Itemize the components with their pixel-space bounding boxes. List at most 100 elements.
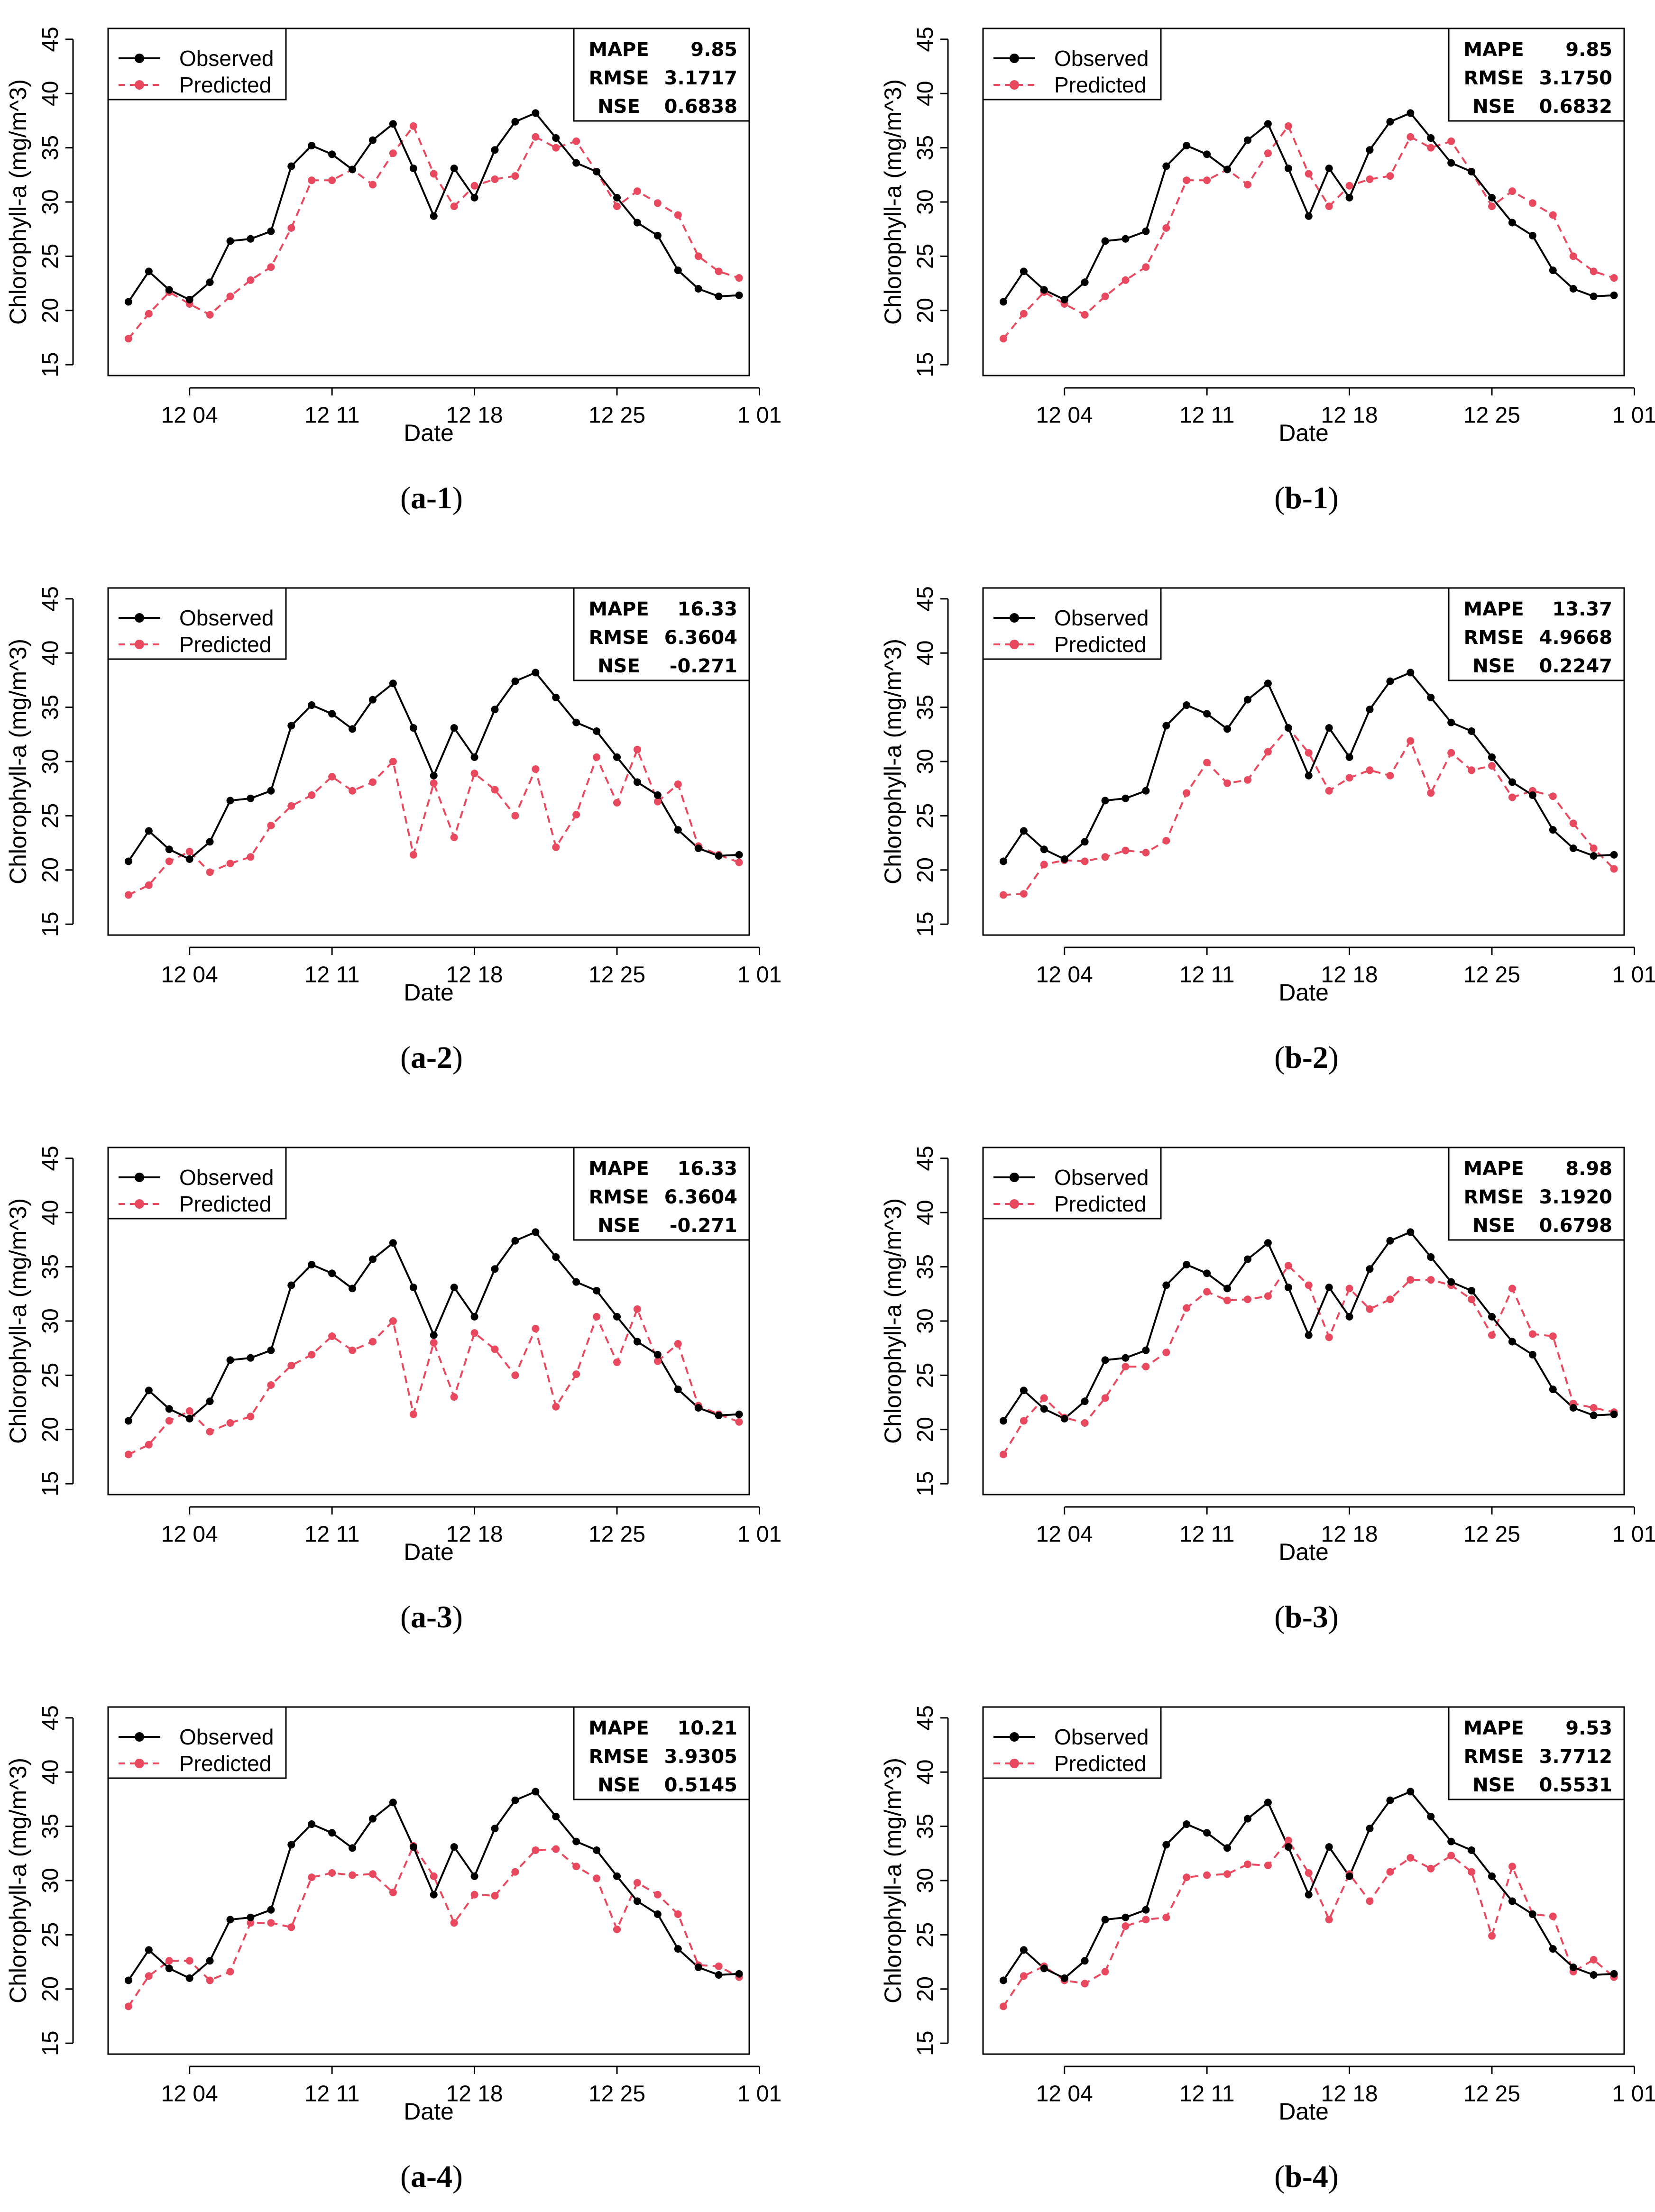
observed-point xyxy=(1325,1843,1333,1851)
y-tick-label: 45 xyxy=(913,1705,938,1730)
y-tick-label: 35 xyxy=(913,1254,938,1279)
observed-point xyxy=(389,120,397,128)
observed-point xyxy=(206,838,214,846)
legend-predicted-marker xyxy=(135,640,144,649)
stats-box xyxy=(1448,1706,1625,1800)
stat-value-mape: 10.21 xyxy=(677,1717,737,1739)
observed-point xyxy=(694,285,702,293)
observed-point xyxy=(552,134,560,142)
stat-value-mape: 8.98 xyxy=(1565,1158,1612,1180)
legend-observed-marker xyxy=(1010,1173,1019,1182)
predicted-point xyxy=(287,1923,295,1931)
observed-point xyxy=(185,1414,193,1423)
observed-point xyxy=(247,1913,255,1921)
predicted-point xyxy=(1407,133,1415,141)
observed-point xyxy=(1264,1239,1272,1247)
observed-line xyxy=(1002,111,1614,303)
predicted-point xyxy=(1122,276,1130,284)
y-tick-label: 40 xyxy=(38,81,63,106)
y-tick-label: 15 xyxy=(913,352,938,377)
predicted-point xyxy=(1305,1869,1313,1877)
predicted-point xyxy=(1081,1980,1089,1988)
x-tick-label: 1 01 xyxy=(737,2082,782,2107)
predicted-point xyxy=(1549,792,1557,800)
stat-value-mape: 9.53 xyxy=(1565,1717,1612,1739)
observed-point xyxy=(491,146,499,154)
legend-predicted-marker xyxy=(135,1199,144,1209)
observed-point xyxy=(1345,1872,1353,1880)
predicted-point xyxy=(450,1919,458,1927)
panel-caption: (a-4) xyxy=(400,2159,463,2194)
observed-line xyxy=(128,1230,739,1422)
predicted-point xyxy=(999,891,1007,899)
plot-frame xyxy=(107,28,750,376)
predicted-point xyxy=(552,1403,560,1411)
x-tick-label: 12 18 xyxy=(446,1522,503,1547)
legend-predicted-marker xyxy=(1010,80,1019,90)
observed-point xyxy=(1284,724,1292,732)
predicted-point xyxy=(491,175,499,183)
observed-point xyxy=(735,291,743,299)
predicted-point xyxy=(430,170,438,178)
observed-point xyxy=(613,1313,621,1321)
legend-observed-marker xyxy=(1010,54,1019,63)
predicted-point xyxy=(1325,787,1333,795)
observed-point xyxy=(572,1278,580,1286)
predicted-point xyxy=(1223,1296,1232,1304)
observed-point xyxy=(349,1285,357,1293)
predicted-point xyxy=(206,868,214,876)
predicted-point xyxy=(1508,793,1516,801)
predicted-point xyxy=(1508,1285,1516,1293)
observed-point xyxy=(287,162,295,170)
observed-point xyxy=(1284,165,1292,173)
panel-caption: (a-2) xyxy=(400,1040,463,1075)
observed-point xyxy=(185,855,193,863)
predicted-point xyxy=(1223,779,1232,787)
observed-point xyxy=(1101,797,1109,805)
predicted-point xyxy=(328,1332,336,1340)
predicted-point xyxy=(368,778,377,786)
plot-frame xyxy=(982,587,1625,936)
observed-point xyxy=(633,1897,641,1905)
predicted-point xyxy=(1162,224,1170,232)
y-tick-label: 40 xyxy=(913,641,938,666)
observed-point xyxy=(552,1813,560,1821)
legend-predicted-marker xyxy=(135,1759,144,1768)
predicted-point xyxy=(1528,199,1536,207)
observed-point xyxy=(1366,1825,1374,1833)
stat-value-mape: 16.33 xyxy=(677,598,737,620)
stat-label-mape: MAPE xyxy=(1463,598,1524,620)
observed-point xyxy=(145,1946,153,1954)
y-tick-label: 25 xyxy=(38,244,63,269)
plot-frame xyxy=(107,1706,750,2055)
observed-point xyxy=(368,696,377,704)
observed-point xyxy=(226,1356,234,1364)
observed-point xyxy=(1203,710,1211,718)
observed-point xyxy=(1305,1331,1313,1339)
observed-point xyxy=(308,1820,316,1828)
observed-point xyxy=(430,1891,438,1899)
x-tick-label: 12 11 xyxy=(1179,2082,1235,2107)
y-tick-label: 35 xyxy=(913,135,938,160)
observed-point xyxy=(1305,212,1313,220)
observed-point xyxy=(1488,193,1496,202)
legend-observed-label: Observed xyxy=(179,1165,274,1190)
predicted-point xyxy=(1264,748,1272,756)
observed-point xyxy=(1040,1405,1048,1413)
legend-predicted-label: Predicted xyxy=(1054,1192,1146,1216)
predicted-point xyxy=(1162,836,1170,844)
predicted-point xyxy=(470,1329,478,1337)
caption-letter: b xyxy=(1285,1600,1302,1634)
y-tick-label: 40 xyxy=(38,641,63,666)
observed-point xyxy=(552,694,560,702)
y-tick-label: 30 xyxy=(913,189,938,214)
predicted-point xyxy=(1223,1870,1232,1878)
predicted-point xyxy=(267,821,275,829)
predicted-point xyxy=(694,252,702,260)
observed-point xyxy=(1325,1284,1333,1292)
stat-value-rmse: 3.9305 xyxy=(664,1746,737,1768)
observed-point xyxy=(1223,1285,1232,1293)
stat-value-nse: 0.6838 xyxy=(664,96,737,118)
observed-point xyxy=(308,142,316,150)
predicted-point xyxy=(1386,1868,1394,1876)
